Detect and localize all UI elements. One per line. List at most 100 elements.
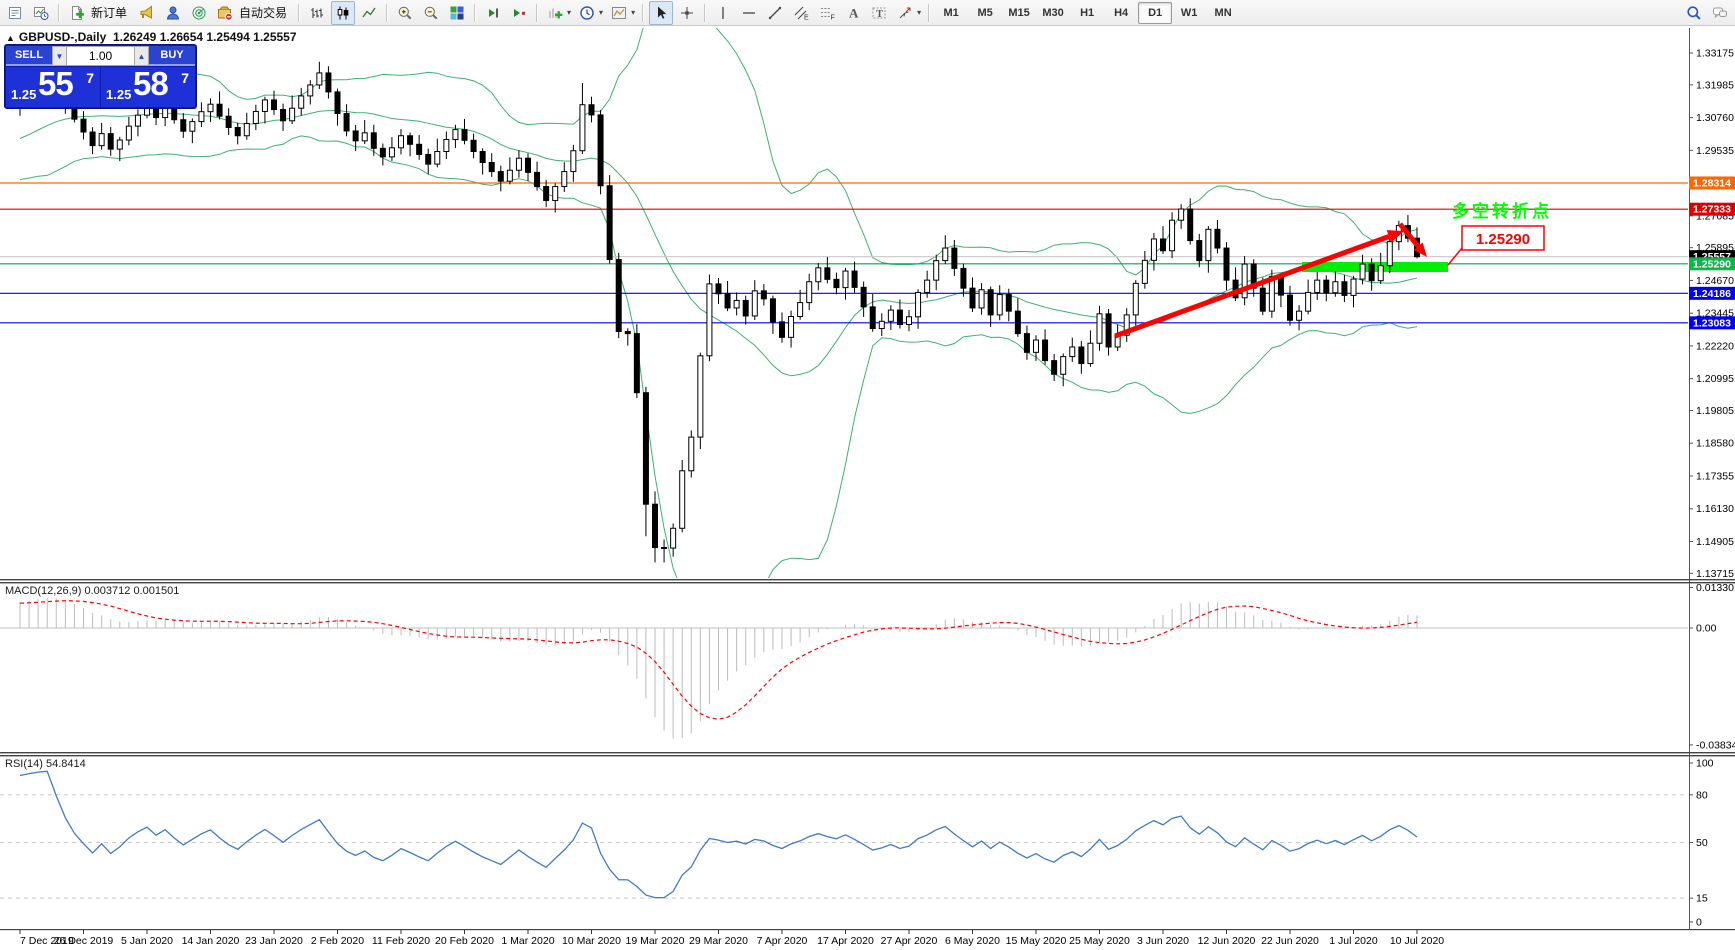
price-label-1.25290	[1689, 257, 1735, 271]
timeframe-m1-button[interactable]: M1	[943, 6, 959, 19]
timeframe-m15-button[interactable]: M15	[1008, 6, 1030, 19]
text-label-icon[interactable]: T	[867, 1, 891, 25]
price-tick: 1.13715	[1696, 568, 1734, 580]
ohlc-high: 1.26654	[159, 30, 204, 44]
turning-point-text: 多空转折点	[1452, 201, 1552, 221]
timeframe-m30-button[interactable]: M30	[1042, 6, 1064, 19]
templates-icon[interactable]	[607, 1, 631, 25]
macd-indicator-label: MACD(12,26,9) 0.003712 0.001501	[5, 585, 179, 597]
pane-divider[interactable]	[0, 579, 1735, 581]
price-tick: 1.30760	[1696, 112, 1734, 124]
timeframe-h4-button[interactable]: H4	[1114, 6, 1129, 19]
svg-text:A: A	[849, 5, 859, 20]
buy-price-point: 7	[181, 70, 189, 86]
arrows-icon[interactable]	[893, 1, 917, 25]
volume-decrease-button[interactable]: ▼	[52, 46, 67, 66]
autotrading-icon[interactable]	[213, 1, 237, 25]
chat-icon[interactable]	[1708, 1, 1732, 25]
date-label: 12 Jun 2020	[1198, 935, 1256, 947]
ohlc-open: 1.26249	[112, 30, 157, 44]
buy-price-prefix: 1.25	[106, 87, 132, 102]
timeframe-w1-button[interactable]: W1	[1180, 6, 1198, 19]
periods-icon[interactable]	[575, 1, 599, 25]
rsi-line	[19, 770, 1418, 899]
timeframe-h1-button[interactable]: H1	[1080, 6, 1095, 19]
arrows-icon-dropdown-caret[interactable]: ▾	[917, 8, 922, 17]
symbol-title: ▲ GBPUSD-,Daily 1.26249 1.26654 1.25494 1…	[6, 30, 297, 44]
sell-price-box[interactable]: 1.25 55 7	[6, 65, 100, 107]
indicators-icon-dropdown-caret[interactable]: ▾	[567, 8, 572, 17]
autotrading-icon-label[interactable]: 自动交易	[239, 6, 288, 20]
support-zone-highlight[interactable]	[1302, 262, 1448, 272]
rsi-scale-tick: 80	[1696, 789, 1708, 801]
date-label: 29 Mar 2020	[689, 935, 748, 947]
charts-list-icon[interactable]	[3, 1, 27, 25]
macd-pane	[0, 597, 1688, 739]
chart-shift-icon[interactable]	[507, 1, 531, 25]
text-icon[interactable]: A	[841, 1, 865, 25]
date-label: 23 Jan 2020	[245, 935, 303, 947]
volume-input[interactable]: 1.00	[67, 46, 134, 66]
scroll-to-end-icon[interactable]	[481, 1, 505, 25]
date-label: 1 Mar 2020	[501, 935, 554, 947]
timeframe-d1-button[interactable]: D1	[1138, 1, 1173, 24]
price-callout-box[interactable]	[1461, 225, 1545, 251]
price-label-text: 1.25290	[1693, 258, 1731, 270]
rsi-scale-tick: 0	[1696, 917, 1702, 929]
new-order-icon-label[interactable]: 新订单	[91, 6, 128, 20]
channel-icon[interactable]: E	[789, 1, 813, 25]
volume-increase-button[interactable]: ▲	[134, 46, 149, 66]
vertical-line-icon[interactable]	[711, 1, 735, 25]
price-label-1.28314	[1689, 176, 1735, 190]
chart-background	[0, 26, 1735, 950]
crosshair-icon[interactable]	[675, 1, 699, 25]
macd-value-2: 0.001501	[133, 585, 180, 597]
tester-icon[interactable]	[29, 1, 53, 25]
date-label: 14 Jan 2020	[182, 935, 240, 947]
buy-button[interactable]: BUY	[149, 46, 195, 66]
toolbar-separator	[386, 3, 389, 22]
collapse-arrow-icon[interactable]: ▲	[6, 33, 15, 43]
tile-windows-icon[interactable]	[445, 1, 469, 25]
trendline-icon[interactable]	[763, 1, 787, 25]
price-callout-text: 1.25290	[1476, 231, 1530, 248]
timeframe-m5-button[interactable]: M5	[977, 6, 993, 19]
price-label-text: 1.28314	[1693, 177, 1731, 189]
macd-scale-tick: 0.013301	[1696, 582, 1735, 594]
svg-text:F: F	[831, 14, 835, 21]
zoom-out-icon[interactable]	[419, 1, 443, 25]
radar-icon[interactable]	[187, 1, 211, 25]
periods-icon-dropdown-caret[interactable]: ▾	[599, 8, 604, 17]
buy-price-box[interactable]: 1.25 58 7	[101, 65, 195, 107]
cursor-icon[interactable]	[649, 0, 674, 25]
date-label: 20 Feb 2020	[435, 935, 494, 947]
sell-price-point: 7	[86, 70, 94, 86]
new-order-icon[interactable]	[65, 1, 89, 25]
price-tick: 1.20995	[1696, 373, 1734, 385]
line-chart-icon[interactable]	[357, 1, 381, 25]
pane-divider[interactable]	[0, 755, 1735, 757]
sell-button[interactable]: SELL	[6, 46, 52, 66]
date-label: 25 May 2020	[1069, 935, 1130, 947]
price-scale: 1.331751.319851.307601.295351.270851.258…	[1689, 28, 1735, 929]
indicators-icon[interactable]	[543, 1, 567, 25]
ohlc-low: 1.25494	[206, 30, 250, 44]
horizontal-line-icon[interactable]	[737, 1, 761, 25]
pane-divider[interactable]	[0, 752, 1735, 754]
horn-icon[interactable]	[135, 1, 159, 25]
market-watch-icon[interactable]	[161, 1, 185, 25]
bar-chart-icon[interactable]	[305, 1, 329, 25]
candlestick-icon[interactable]	[331, 0, 356, 25]
price-label-text: 1.24186	[1693, 288, 1731, 300]
templates-icon-dropdown-caret[interactable]: ▾	[631, 8, 636, 17]
timeframe-mn-button[interactable]: MN	[1214, 6, 1232, 19]
macd-histogram	[19, 597, 1418, 739]
pane-divider[interactable]	[0, 582, 1735, 584]
search-icon[interactable]	[1682, 1, 1706, 25]
fibonacci-icon[interactable]: F	[815, 1, 839, 25]
price-label-1.24186	[1689, 286, 1735, 300]
zoom-in-icon[interactable]	[393, 1, 417, 25]
